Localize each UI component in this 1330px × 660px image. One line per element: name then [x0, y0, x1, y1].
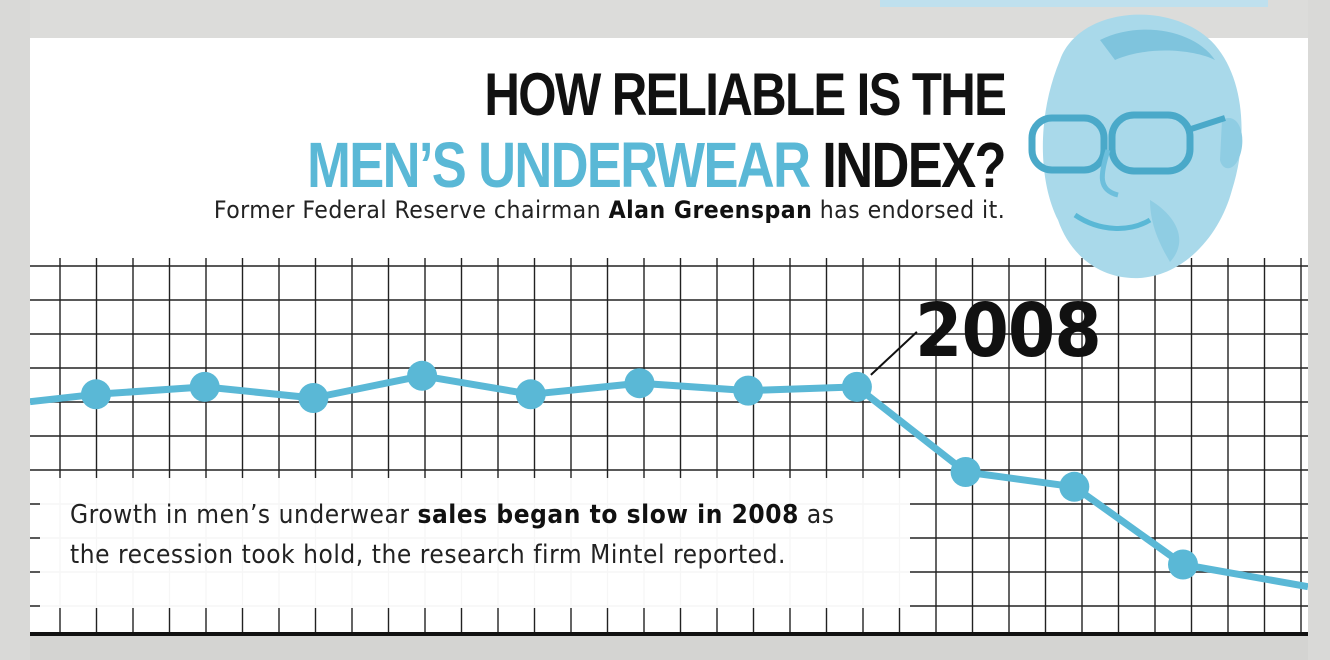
annotation-text: Growth in men’s underwear sales began to… [70, 495, 834, 575]
data-point-2 [298, 383, 329, 413]
subtitle: Former Federal Reserve chairman Alan Gre… [214, 196, 1005, 224]
data-point-8 [950, 457, 981, 487]
data-point-1 [189, 371, 220, 402]
subtitle-pre: Former Federal Reserve chairman [213, 196, 609, 224]
title-accent: MEN’S UNDERWEAR [307, 129, 811, 201]
greenspan-portrait [1028, 14, 1243, 279]
top-blue-bar [880, 0, 1268, 7]
portrait-glasses-arm [1187, 115, 1226, 133]
subtitle-bold: Alan Greenspan [608, 196, 813, 224]
annotation-line-1-pre: Growth in men’s underwear [70, 500, 418, 530]
portrait-cheek [1150, 200, 1180, 262]
title-rest: INDEX? [809, 129, 1006, 201]
data-point-5 [624, 368, 655, 399]
annotation-line-2: the recession took hold, the research fi… [70, 540, 786, 570]
callout-connector [870, 331, 918, 376]
bottom-background-strip [0, 636, 1330, 660]
bottom-rule [30, 632, 1308, 636]
data-point-10 [1168, 549, 1198, 580]
annotation-line-1-post: as [798, 500, 835, 530]
portrait-head [1042, 14, 1242, 279]
title-line-2: MEN’S UNDERWEAR INDEX? [307, 128, 1006, 202]
data-point-7 [841, 371, 872, 402]
data-point-6 [733, 375, 764, 406]
subtitle-post: has endorsed it. [812, 196, 1005, 224]
portrait-glasses-left [1028, 114, 1108, 174]
data-point-9 [1059, 471, 1090, 502]
left-edge [0, 0, 30, 660]
portrait-shadow [1100, 29, 1215, 60]
data-point-3 [407, 360, 438, 391]
annotation-line-1: Growth in men’s underwear sales began to… [70, 495, 834, 535]
right-edge [1308, 0, 1330, 660]
portrait-mouth [1073, 212, 1152, 231]
annotation-line-1-bold: sales began to slow in 2008 [417, 500, 799, 530]
annotation-box [40, 478, 910, 608]
portrait-nose [1099, 149, 1119, 198]
title-line-1: HOW RELIABLE IS THE [484, 61, 1007, 128]
portrait-ear [1220, 118, 1243, 169]
chart-points [81, 360, 1198, 580]
data-point-4 [515, 379, 546, 410]
callout-year-label: 2008 [915, 288, 1102, 374]
data-point-0 [81, 379, 111, 410]
portrait-glasses-right [1108, 111, 1194, 175]
